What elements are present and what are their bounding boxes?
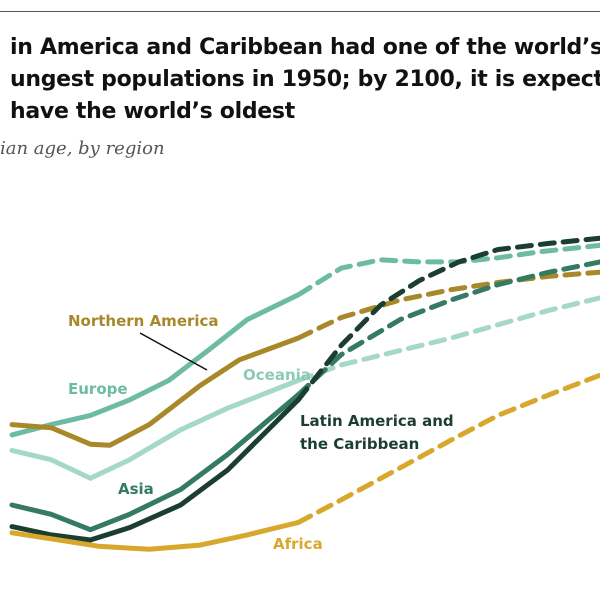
series-asia-projected	[295, 259, 600, 398]
label-latam-1: Latin America and	[300, 412, 454, 430]
series-latin-america-and-the-caribbean-solid	[9, 397, 301, 543]
series-latin-america-and-the-caribbean-projected	[295, 235, 600, 403]
title-line-2: ungest populations in 1950; by 2100, it …	[10, 67, 600, 92]
series-asia-solid	[9, 392, 301, 533]
label-oceania: Oceania	[243, 366, 311, 384]
series-africa-projected	[295, 372, 600, 525]
chart-title: in America and Caribbean had one of the …	[10, 32, 600, 128]
chart-subtitle: ian age, by region	[0, 138, 165, 159]
top-rule	[0, 11, 600, 12]
title-line-3: have the world’s oldest	[10, 99, 295, 124]
label-asia: Asia	[118, 480, 154, 498]
series-europe-solid	[9, 292, 301, 438]
series-oceania-projected	[295, 295, 600, 383]
northern-america-pointer	[139, 332, 208, 371]
label-europe: Europe	[68, 380, 128, 398]
label-africa: Africa	[273, 535, 323, 553]
series-africa-solid	[9, 520, 301, 552]
label-latam-2: the Caribbean	[300, 435, 419, 453]
title-line-1: in America and Caribbean had one of the …	[10, 35, 600, 60]
series-europe-projected	[295, 242, 600, 298]
series-northern-america-solid	[9, 335, 301, 448]
series-oceania-solid	[9, 377, 301, 481]
series-northern-america-projected	[295, 269, 600, 341]
label-northern-america: Northern America	[68, 312, 219, 330]
